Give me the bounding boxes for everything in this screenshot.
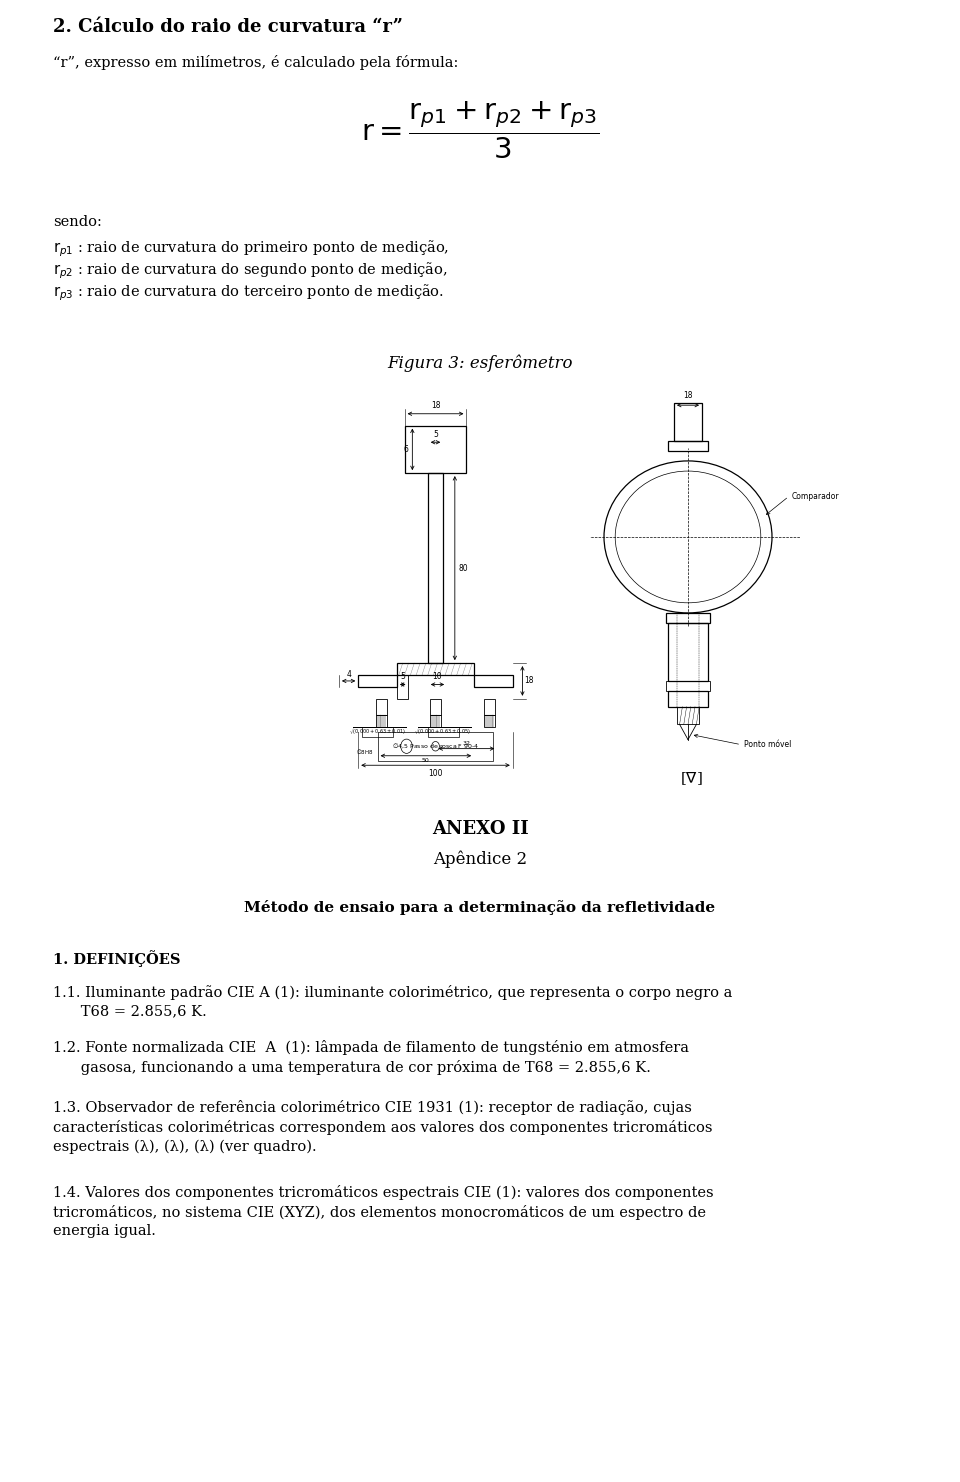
Text: 1.2. Fonte normalizada CIE  A  (1): lâmpada de filamento de tungsténio em atmosf: 1.2. Fonte normalizada CIE A (1): lâmpad…: [53, 1040, 688, 1074]
Bar: [668, 440, 708, 451]
Text: 18: 18: [524, 676, 534, 686]
Text: 1. DEFINIÇÕES: 1. DEFINIÇÕES: [53, 950, 180, 966]
Bar: [358, 674, 396, 686]
Bar: [665, 614, 710, 622]
Bar: [430, 716, 442, 728]
Bar: [362, 728, 393, 737]
Text: 4: 4: [347, 670, 351, 679]
Text: $\sqrt{(0.000+0.63\pm0.05)}$: $\sqrt{(0.000+0.63\pm0.05)}$: [415, 726, 472, 737]
Text: $\mathrm{r}_{p2}$ : raio de curvatura do segundo ponto de medição,: $\mathrm{r}_{p2}$ : raio de curvatura do…: [53, 259, 447, 280]
Bar: [484, 698, 495, 716]
Bar: [375, 698, 387, 716]
Text: 1.1. Iluminante padrão CIE A (1): iluminante colorimétrico, que representa o cor: 1.1. Iluminante padrão CIE A (1): ilumin…: [53, 986, 732, 1018]
Text: $\mathrm{r}_{p1}$ : raio de curvatura do primeiro ponto de medição,: $\mathrm{r}_{p1}$ : raio de curvatura do…: [53, 239, 449, 258]
Text: $\sqrt{(0.000+0.63\pm0.01)}$: $\sqrt{(0.000+0.63\pm0.01)}$: [348, 726, 407, 737]
Bar: [668, 692, 708, 707]
Text: $\varnothing$8H8: $\varnothing$8H8: [356, 747, 373, 756]
Text: Apêndice 2: Apêndice 2: [433, 851, 527, 867]
Text: $\varnothing$4,5 Passo de rosca F 90-4: $\varnothing$4,5 Passo de rosca F 90-4: [392, 741, 479, 750]
Text: 32: 32: [463, 741, 470, 747]
Text: ANEXO II: ANEXO II: [432, 820, 528, 837]
Bar: [484, 716, 495, 728]
Bar: [375, 716, 387, 728]
Text: Figura 3: esferômetro: Figura 3: esferômetro: [387, 356, 573, 372]
Bar: [674, 403, 702, 440]
Bar: [404, 425, 467, 473]
Text: “r”, expresso em milímetros, é calculado pela fórmula:: “r”, expresso em milímetros, é calculado…: [53, 55, 458, 70]
Bar: [430, 698, 442, 716]
Text: 10: 10: [433, 671, 443, 680]
Bar: [668, 622, 708, 682]
Bar: [377, 732, 493, 760]
Text: 18: 18: [431, 402, 441, 411]
Text: 1.3. Observador de referência colorimétrico CIE 1931 (1): receptor de radiação, : 1.3. Observador de referência colorimétr…: [53, 1100, 712, 1154]
Bar: [665, 682, 710, 692]
Bar: [396, 662, 474, 674]
Bar: [677, 707, 699, 725]
Text: [$\nabla$]: [$\nabla$]: [680, 771, 703, 787]
Text: 1.4. Valores dos componentes tricromáticos espectrais CIE (1): valores dos compo: 1.4. Valores dos componentes tricromátic…: [53, 1186, 713, 1237]
Text: Ponto móvel: Ponto móvel: [744, 740, 791, 750]
Bar: [428, 473, 444, 662]
Text: 18: 18: [684, 391, 693, 400]
Text: $\mathrm{r}_{p3}$ : raio de curvatura do terceiro ponto de medição.: $\mathrm{r}_{p3}$ : raio de curvatura do…: [53, 282, 444, 302]
Text: Comparador: Comparador: [792, 492, 839, 501]
Text: 100: 100: [428, 769, 443, 778]
Bar: [428, 728, 459, 737]
Text: 6: 6: [403, 445, 409, 453]
Bar: [474, 674, 513, 686]
Text: $\mathrm{r} = \dfrac{\mathrm{r}_{p1} + \mathrm{r}_{p2} + \mathrm{r}_{p3}}{3}$: $\mathrm{r} = \dfrac{\mathrm{r}_{p1} + \…: [361, 99, 599, 160]
Text: sendo:: sendo:: [53, 215, 102, 230]
Text: 5: 5: [400, 671, 405, 680]
Text: Método de ensaio para a determinação da refletividade: Método de ensaio para a determinação da …: [245, 900, 715, 914]
Text: 2. Cálculo do raio de curvatura “r”: 2. Cálculo do raio de curvatura “r”: [53, 18, 403, 36]
Text: 5: 5: [433, 430, 438, 439]
Bar: [396, 674, 409, 698]
Text: 50: 50: [422, 759, 430, 763]
Text: 80: 80: [459, 563, 468, 572]
